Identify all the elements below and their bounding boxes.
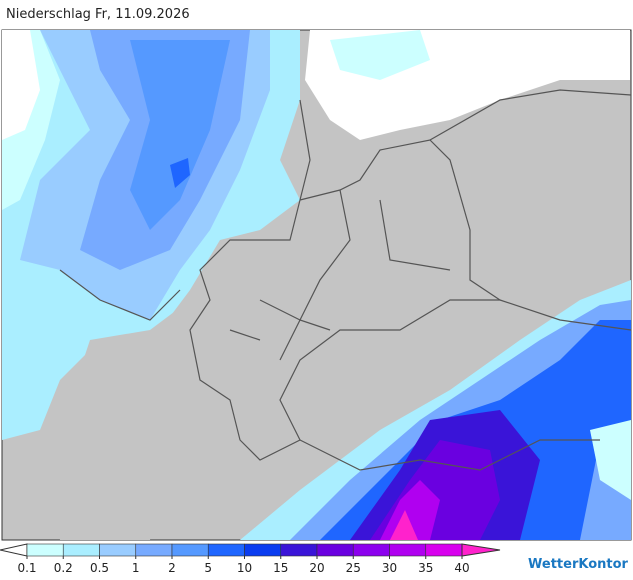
legend-label: 0.5	[90, 561, 109, 575]
legend-label: 20	[309, 561, 324, 575]
legend-swatch	[207, 543, 245, 557]
legend-arrow-high	[461, 543, 501, 557]
legend-label: 40	[454, 561, 469, 575]
legend-swatch	[62, 543, 100, 557]
legend-label: 1	[132, 561, 140, 575]
legend-label: 5	[204, 561, 212, 575]
legend-swatch	[99, 543, 137, 557]
legend-label: 35	[418, 561, 433, 575]
legend-swatch	[135, 543, 173, 557]
legend-label: 2	[168, 561, 176, 575]
legend-label: 30	[382, 561, 397, 575]
map-title: Niederschlag Fr, 11.09.2026	[6, 7, 190, 22]
legend-swatch	[425, 543, 463, 557]
legend-arrow-low	[0, 543, 28, 557]
legend-swatch	[280, 543, 318, 557]
legend-label: 10	[237, 561, 252, 575]
legend-label: 15	[273, 561, 288, 575]
legend-label: 25	[346, 561, 361, 575]
legend-label: 0.1	[17, 561, 36, 575]
legend-swatch	[171, 543, 209, 557]
legend: 0.1 0.2 0.5 1 2 5 10 15 20 25 30 35 40	[0, 543, 501, 575]
legend-swatch	[352, 543, 390, 557]
brand: WetterKontor	[528, 557, 629, 572]
legend-swatch	[244, 543, 282, 557]
legend-swatch	[389, 543, 427, 557]
map	[1, 29, 632, 541]
legend-label: 0.2	[54, 561, 73, 575]
legend-swatch	[316, 543, 354, 557]
legend-swatch	[26, 543, 64, 557]
